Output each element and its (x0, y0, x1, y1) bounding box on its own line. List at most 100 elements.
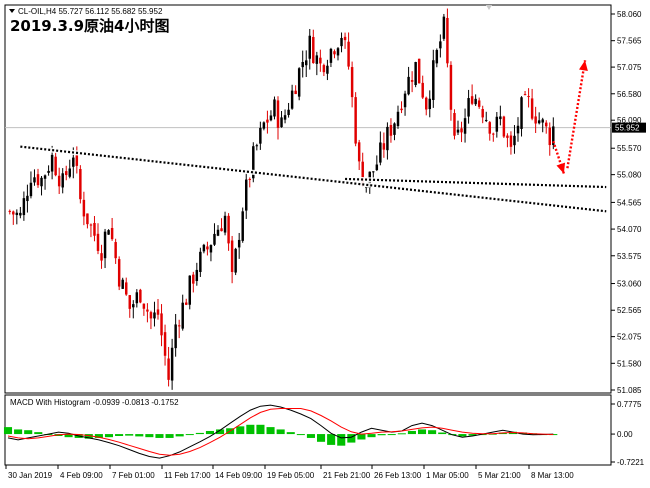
candle-body (495, 116, 499, 132)
candle (474, 94, 477, 106)
candle (280, 111, 283, 128)
candle-body (527, 96, 530, 98)
projection-arrow-head (579, 60, 588, 71)
candle (446, 8, 449, 68)
candlestick-series (8, 8, 555, 390)
candle-body (357, 142, 361, 162)
candle (449, 61, 453, 121)
candle-body (132, 304, 135, 308)
candle-body (396, 111, 400, 127)
candle (308, 28, 311, 70)
candle-body (79, 168, 82, 200)
candle (421, 75, 424, 99)
macd-histogram-bar (84, 434, 93, 439)
macd-histogram-bar (417, 429, 427, 435)
candle-body (414, 62, 417, 86)
candle (128, 294, 131, 318)
macd-histogram-bar (458, 434, 467, 437)
candle-body (481, 109, 484, 118)
candle (354, 92, 357, 147)
candle-body (156, 309, 160, 315)
candle (177, 319, 181, 339)
candle-body (216, 229, 220, 236)
candle (65, 165, 68, 181)
price-tick-label: 51.085 (617, 386, 642, 395)
price-tick-label: 52.565 (617, 306, 642, 315)
candle-body (432, 60, 435, 100)
candle-body (8, 210, 11, 212)
candle (181, 294, 184, 331)
candle (516, 117, 520, 142)
candle-body (407, 76, 410, 95)
candle-body (340, 37, 343, 47)
candle-body (308, 35, 311, 59)
candle (273, 96, 276, 120)
candle (135, 289, 139, 308)
candle (477, 97, 481, 109)
candle (442, 13, 446, 41)
candle (548, 122, 551, 156)
candle-body (534, 116, 537, 124)
candle-body (322, 65, 326, 73)
candle (305, 50, 308, 78)
candle-body (301, 61, 304, 68)
candle-body (499, 116, 502, 120)
candle-body (114, 242, 117, 259)
candle-body (89, 224, 93, 226)
candle (520, 96, 523, 137)
candle-body (463, 118, 467, 134)
time-tick-label: 8 Mar 13:00 (531, 471, 574, 480)
candle-body (545, 122, 548, 127)
macd-tick-label: -0.7221 (617, 458, 645, 467)
candle-body (167, 358, 170, 380)
candle-body (29, 182, 33, 197)
candle (170, 338, 174, 390)
candle (33, 169, 36, 186)
candle (54, 151, 57, 177)
candle (312, 29, 315, 64)
candle-body (192, 274, 195, 284)
shift-marker-icon[interactable] (486, 5, 492, 10)
macd-histogram-bar (115, 434, 124, 437)
candle-body (361, 161, 364, 186)
candle-body (467, 98, 470, 117)
candle-body (12, 211, 15, 215)
candle-body (506, 135, 509, 138)
candle (382, 132, 386, 158)
macd-histogram-bar (397, 433, 406, 435)
macd-histogram-bar (125, 434, 134, 436)
candle (350, 61, 354, 108)
candle-body (19, 212, 22, 216)
candle-body (509, 135, 513, 147)
candle-body (379, 142, 382, 163)
symbol-dropdown-icon[interactable] (9, 9, 15, 13)
candle-body (223, 215, 227, 233)
candle-body (329, 48, 333, 63)
candle (227, 213, 230, 251)
macd-histogram-bar (64, 434, 73, 438)
candle (417, 58, 421, 84)
time-tick-label: 7 Feb 01:00 (112, 471, 155, 480)
candle-body (153, 312, 156, 319)
candle-body (453, 113, 456, 136)
candle (160, 304, 163, 347)
macd-histogram-bar (357, 434, 366, 440)
candle-body (174, 324, 177, 349)
candle-body (477, 100, 481, 107)
trendline-halo (20, 144, 607, 214)
candle (428, 90, 431, 118)
candle (393, 122, 396, 141)
candle-body (273, 99, 276, 117)
candle (319, 49, 322, 72)
candle (252, 142, 255, 183)
candle-body (248, 178, 251, 180)
candle-body (470, 96, 474, 104)
candle (206, 241, 209, 256)
candle (283, 109, 287, 124)
macd-histogram-bar (135, 434, 144, 437)
candle-body (86, 213, 89, 225)
macd-histogram-bar (104, 434, 114, 438)
candle-body (75, 155, 79, 166)
candle-body (485, 119, 488, 121)
candle-body (449, 64, 453, 110)
